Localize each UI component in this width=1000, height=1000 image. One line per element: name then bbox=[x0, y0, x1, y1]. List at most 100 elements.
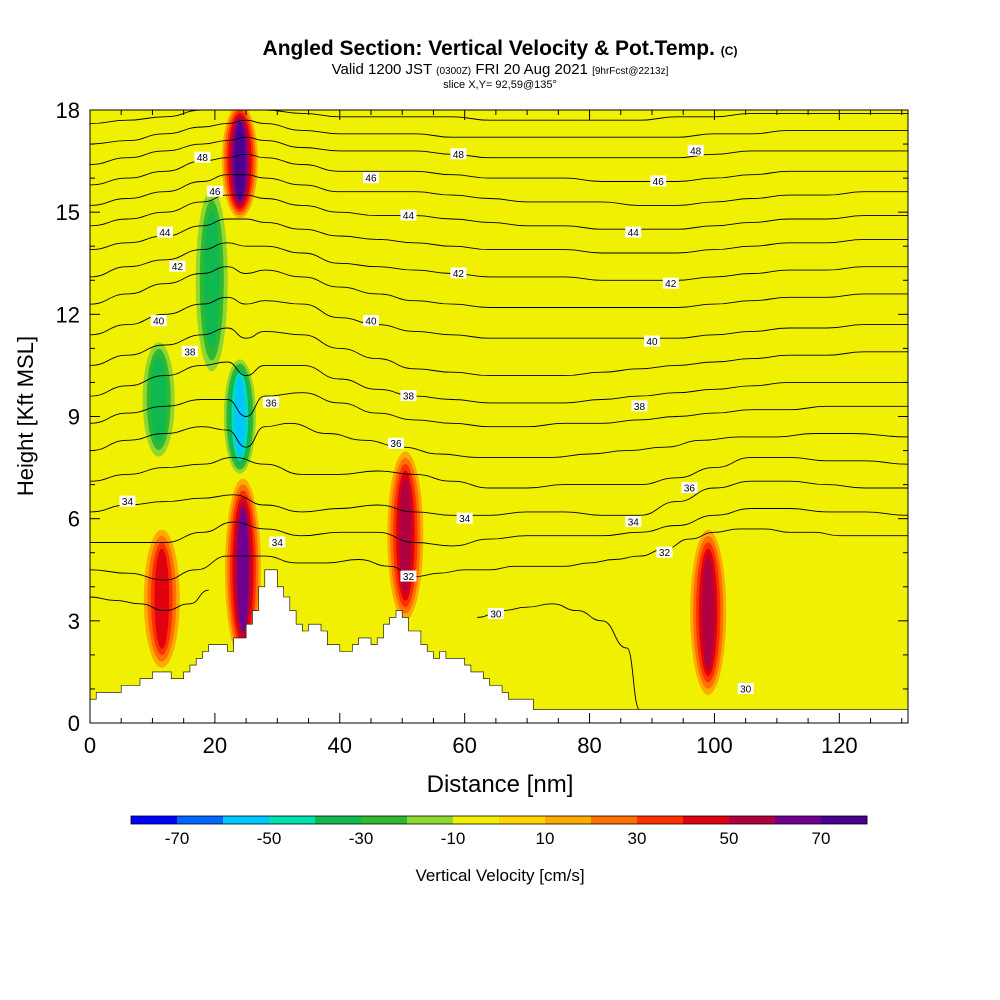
contour-label-16: 38 bbox=[400, 390, 417, 403]
isentrope-32 bbox=[90, 528, 908, 581]
contour-label-13: 40 bbox=[362, 315, 379, 328]
isentrope-39 bbox=[90, 327, 908, 377]
valid-time: Valid 1200 JST (0300Z) FRI 20 Aug 2021 [… bbox=[0, 62, 1000, 79]
y-tick-label: 0 bbox=[68, 711, 80, 736]
downdraft-core-1-level-2 bbox=[203, 211, 220, 350]
contour-label-2: 48 bbox=[687, 144, 704, 157]
contour-label-text: 34 bbox=[459, 514, 471, 525]
contour-label-14: 40 bbox=[643, 335, 660, 348]
y-tick-label: 18 bbox=[56, 98, 80, 123]
colorbar-swatch-5 bbox=[361, 816, 408, 824]
colorbar-tick-label: -50 bbox=[257, 829, 282, 848]
terrain bbox=[90, 569, 908, 723]
isentrope-37 bbox=[90, 392, 908, 428]
colorbar-swatch-7 bbox=[453, 816, 500, 824]
contour-label-28: 30 bbox=[737, 682, 754, 695]
valid-utc: (0300Z) bbox=[436, 66, 472, 77]
colorbar-swatch-9 bbox=[545, 816, 592, 824]
contour-label-12: 40 bbox=[150, 315, 167, 328]
contour-label-text: 38 bbox=[184, 347, 196, 358]
contour-label-text: 40 bbox=[153, 317, 165, 328]
contour-label-text: 48 bbox=[453, 150, 465, 161]
colorbar-tick-label: 70 bbox=[812, 829, 831, 848]
contour-label-bg bbox=[656, 546, 673, 558]
contour-label-19: 36 bbox=[387, 437, 404, 450]
contour-label-bg bbox=[206, 185, 223, 197]
valid-prefix: Valid 1200 JST bbox=[331, 61, 432, 78]
contour-label-text: 40 bbox=[646, 337, 658, 348]
contour-label-text: 44 bbox=[628, 228, 640, 239]
isentrope-49 bbox=[90, 110, 908, 125]
contour-label-text: 42 bbox=[665, 279, 677, 290]
contour-label-bg bbox=[194, 151, 211, 163]
contour-label-20: 36 bbox=[681, 482, 698, 495]
contour-label-text: 46 bbox=[653, 177, 665, 188]
contour-label-text: 44 bbox=[159, 228, 171, 239]
velocity-field bbox=[142, 110, 727, 695]
isentrope-45 bbox=[90, 174, 908, 206]
downdraft-core-2-level-2 bbox=[150, 355, 167, 444]
colorbar: -70 -50 -30 -10 10 30 50 70 bbox=[130, 815, 868, 848]
contour-label-3: 46 bbox=[206, 185, 223, 198]
isentrope-31 bbox=[90, 589, 209, 612]
colorbar-tick-label: -70 bbox=[165, 829, 190, 848]
copyright-mark: (C) bbox=[720, 44, 738, 58]
contour-label-17: 38 bbox=[631, 400, 648, 413]
updraft-core-3-level-4 bbox=[398, 477, 412, 595]
contour-label-bg bbox=[681, 482, 698, 494]
x-tick-label: 40 bbox=[328, 733, 352, 758]
contour-label-text: 38 bbox=[403, 392, 415, 403]
colorbar-swatch-10 bbox=[591, 816, 638, 824]
contour-label-bg bbox=[643, 335, 660, 347]
isentrope-36 bbox=[90, 422, 908, 458]
contour-label-text: 46 bbox=[209, 187, 221, 198]
contour-label-24: 34 bbox=[625, 516, 642, 529]
isentrope-40 bbox=[90, 296, 908, 339]
contour-label-bg bbox=[487, 608, 504, 620]
contour-label-bg bbox=[687, 144, 704, 156]
colorbar-frame bbox=[130, 815, 868, 825]
contour-label-bg bbox=[400, 209, 417, 221]
isentrope-35 bbox=[90, 456, 908, 489]
contour-label-0: 48 bbox=[194, 151, 211, 164]
isentrope-46 bbox=[90, 153, 908, 186]
contour-label-bg bbox=[662, 277, 679, 289]
contour-label-bg bbox=[450, 267, 467, 279]
chart-title: Angled Section: Vertical Velocity & Pot.… bbox=[0, 38, 1000, 62]
contour-label-bg bbox=[269, 536, 286, 548]
contour-label-text: 30 bbox=[490, 610, 502, 621]
contour-label-text: 32 bbox=[403, 572, 415, 583]
x-tick-label: 80 bbox=[577, 733, 601, 758]
forecast-label: [9hrFcst@2213z] bbox=[592, 66, 669, 77]
y-axis-label: Height [Kft MSL] bbox=[13, 336, 38, 496]
valid-date: FRI 20 Aug 2021 bbox=[475, 61, 588, 78]
contour-label-bg bbox=[450, 148, 467, 160]
colorbar-swatch-3 bbox=[269, 816, 316, 824]
y-tick-label: 12 bbox=[56, 302, 80, 327]
isentrope-33 bbox=[90, 508, 908, 547]
contour-label-23: 34 bbox=[456, 512, 473, 525]
contour-label-6: 44 bbox=[156, 226, 173, 239]
x-tick-label: 100 bbox=[696, 733, 733, 758]
contour-label-bg bbox=[400, 390, 417, 402]
contour-label-text: 48 bbox=[197, 153, 209, 164]
isentrope-43 bbox=[90, 218, 908, 254]
contour-label-text: 34 bbox=[272, 538, 284, 549]
contour-label-text: 36 bbox=[684, 484, 696, 495]
contour-label-15: 38 bbox=[181, 345, 198, 358]
contour-label-text: 34 bbox=[122, 497, 134, 508]
colorbar-swatch-11 bbox=[637, 816, 684, 824]
contour-label-text: 40 bbox=[365, 317, 377, 328]
contour-label-22: 34 bbox=[269, 536, 286, 549]
contour-label-text: 34 bbox=[628, 518, 640, 529]
contour-label-text: 36 bbox=[266, 398, 278, 409]
downdraft-core-0-level-4 bbox=[234, 376, 246, 457]
colorbar-swatch-2 bbox=[223, 816, 270, 824]
contour-label-text: 42 bbox=[172, 262, 184, 273]
isentrope-34 bbox=[90, 480, 908, 516]
colorbar-tick-label: 10 bbox=[536, 829, 555, 848]
contour-label-4: 46 bbox=[362, 172, 379, 185]
colorbar-swatch-1 bbox=[177, 816, 224, 824]
